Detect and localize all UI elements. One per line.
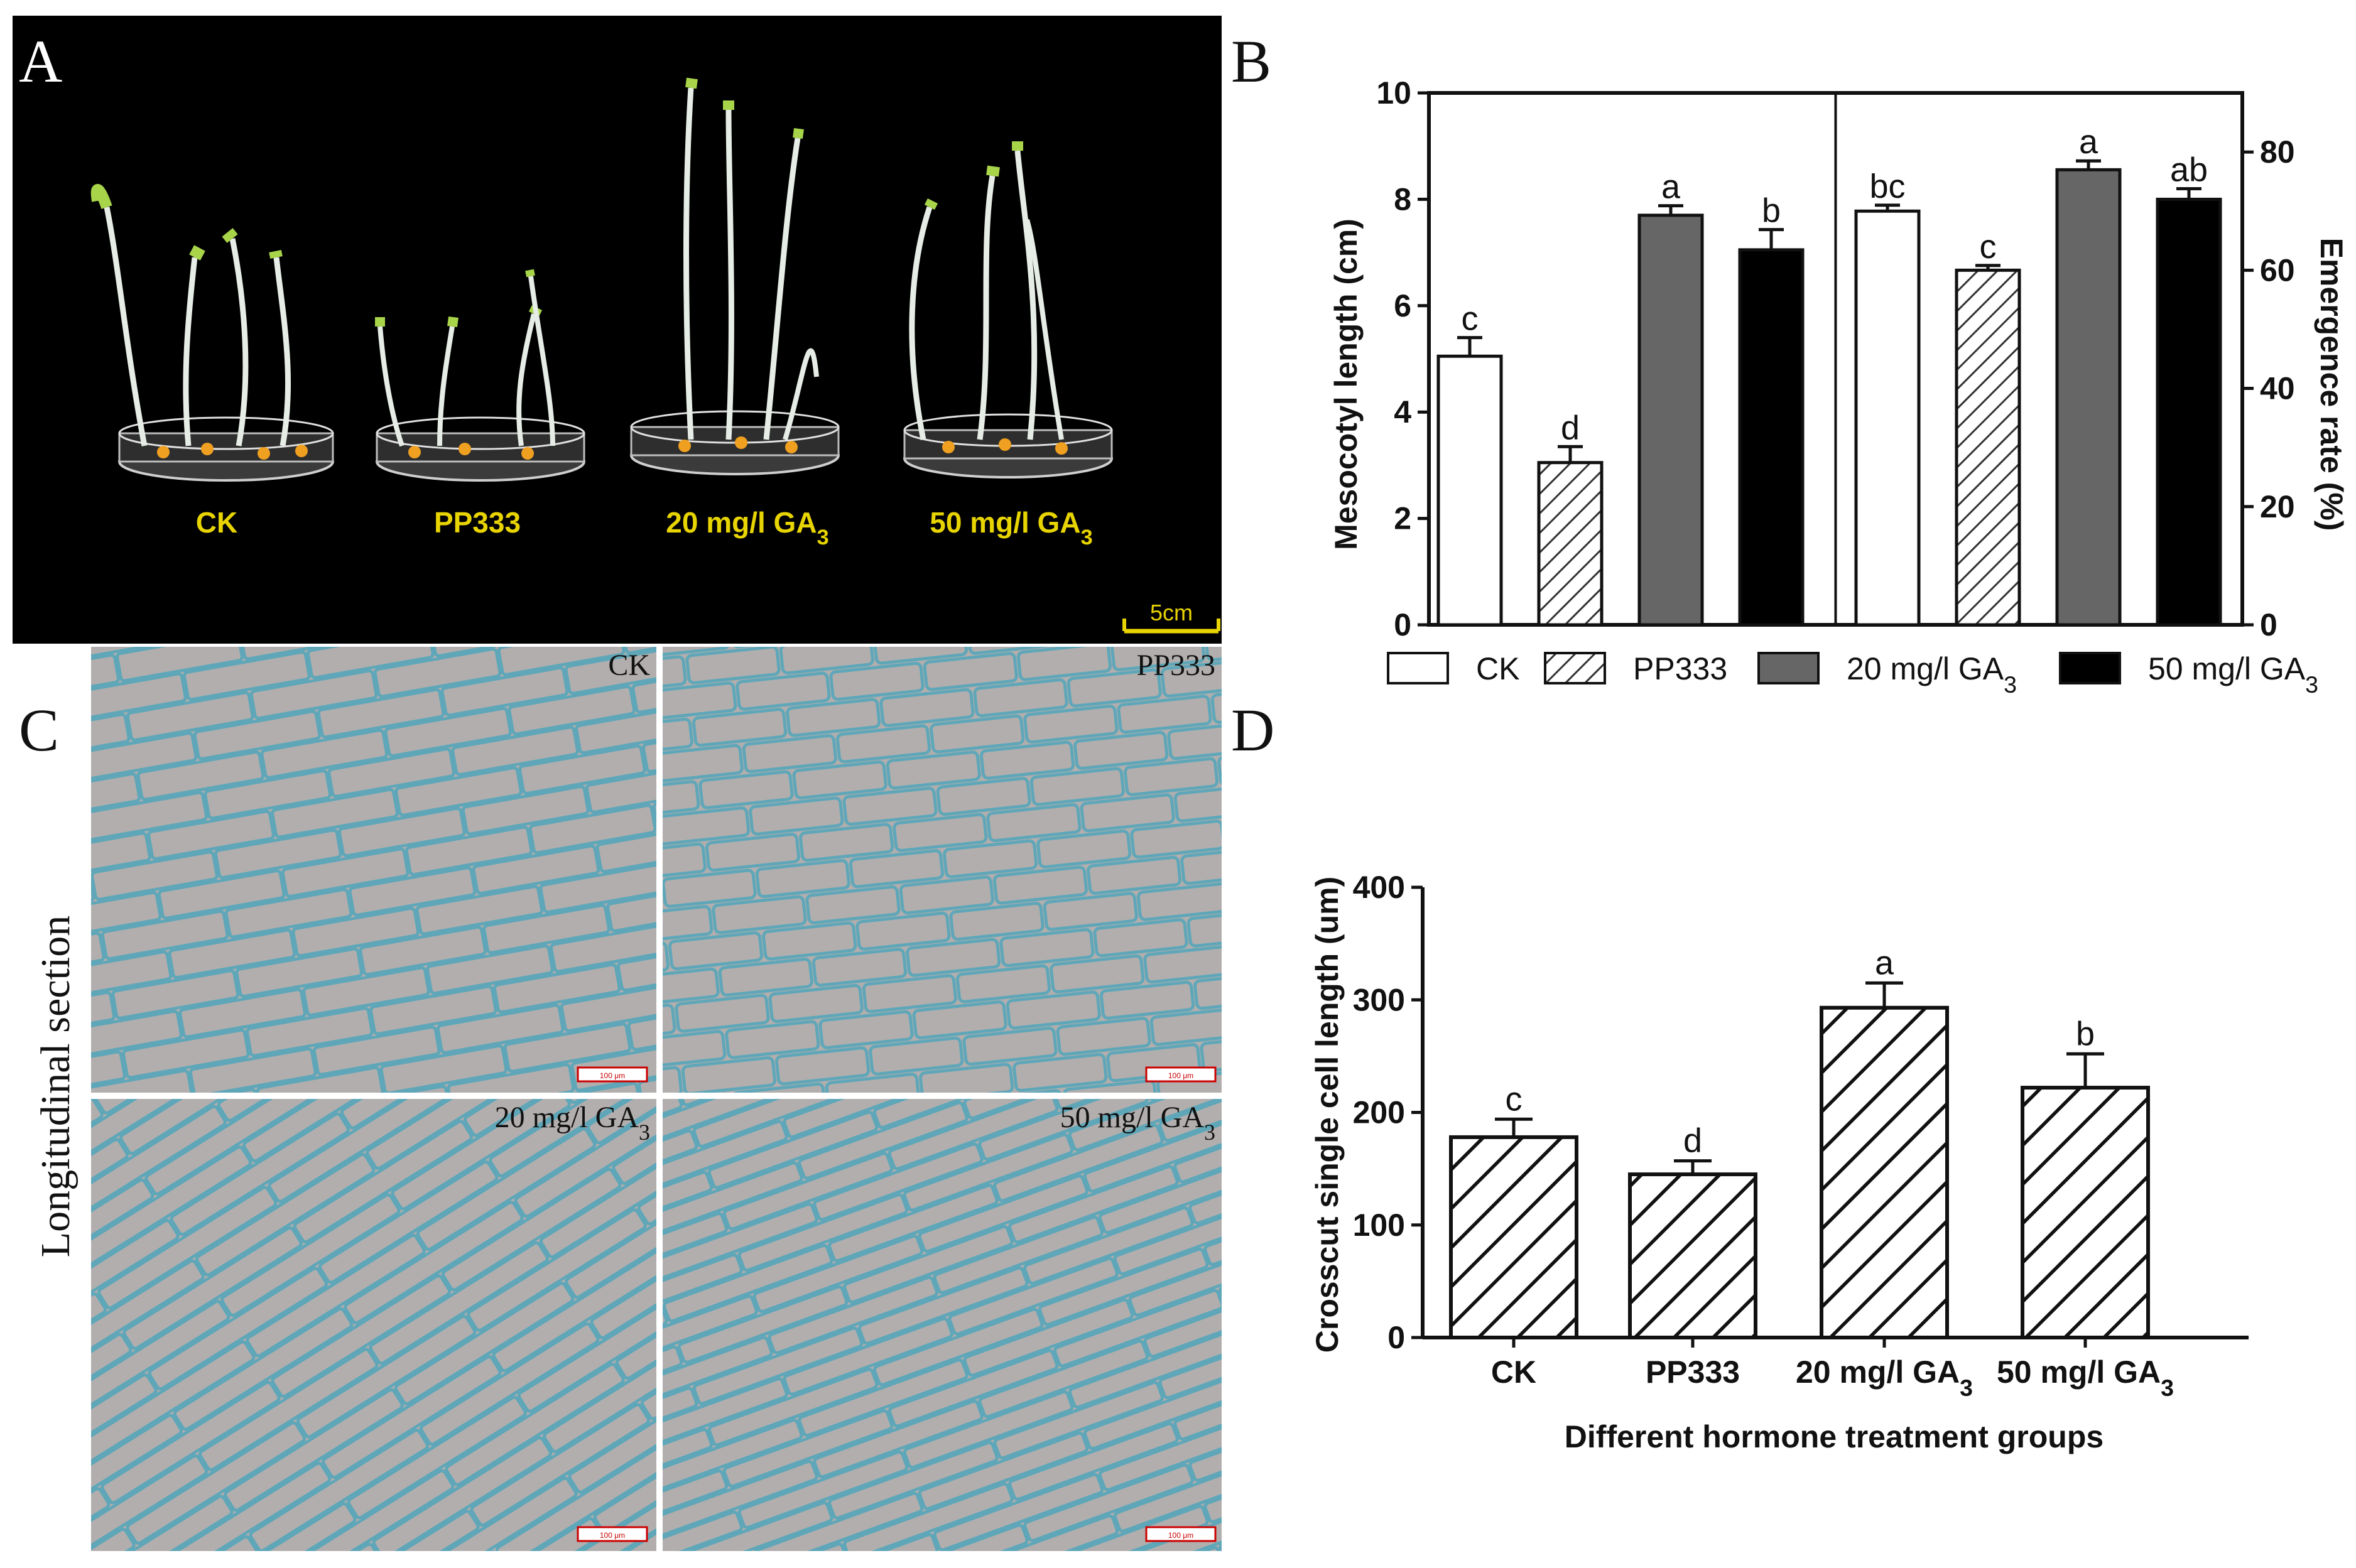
b-right-tick-label: 0 [2260,607,2277,642]
b-legend-label: 50 mg/l GA3 [2148,651,2318,698]
d-y-axis-title: Crosscut single cell length (um) [1310,877,1345,1353]
b-legend-swatch [1387,652,1449,684]
d-category-label: 20 mg/l GA3 [1796,1354,1973,1401]
micrograph-20ga3 [91,1099,656,1551]
micro-label-pp333: PP333 [1137,649,1215,682]
micro-scale-bars: 100 μm 100 μm 100 μm 100 μm [577,1066,1217,1542]
d-category-label: 50 mg/l GA3 [1997,1354,2174,1401]
c-side-label: Longitudinal section [33,916,79,1257]
b-legend-swatch [1757,652,1820,684]
b-left-axis-title: Mesocotyl length (cm) [1328,219,1364,550]
photo-label-pp333: PP333 [434,506,521,539]
b-right-tick-label: 80 [2260,134,2295,170]
d-bar [1449,1135,1578,1340]
b-bar [2156,197,2222,627]
b-significance-label: a [2079,123,2098,161]
scale-bar: 5cm [1122,600,1220,634]
d-bar [1820,1005,1949,1339]
d-bar [2021,1086,2150,1339]
d-y-tick-label: 400 [1353,870,1405,905]
chart-d: 0 100 200 300 400 c CK d PP333 a 20 mg/l GA3 b 50 mg… [1353,870,2249,1401]
panel-a-letter: A [19,28,62,95]
d-y-tick-label: 0 [1387,1320,1405,1355]
d-x-axis-title: Different hormone treatment groups [1565,1419,2104,1454]
seedling-photo [90,77,1113,482]
b-significance-label: d [1561,409,1580,446]
panel-b-letter: B [1231,28,1271,95]
d-category-label: PP333 [1646,1354,1740,1390]
b-left-tick-label: 6 [1394,288,1411,323]
b-right-axis-title: Emergence rate (%) [2314,238,2349,531]
d-significance-label: a [1875,944,1894,981]
b-legend: CK PP333 20 mg/l GA3 50 mg/l GA3 [1387,651,2318,698]
b-legend-label: PP333 [1633,651,1727,686]
b-significance-label: a [1661,168,1681,206]
b-significance-label: b [1762,192,1781,230]
b-left-tick-label: 10 [1376,75,1411,111]
micrograph-ck [91,647,656,1093]
panel-a: A CK PP333 20 mg/l GA3 50 mg/l GA3 5cm [13,16,1222,644]
photo-background [13,16,1222,644]
b-left-tick-label: 2 [1394,501,1411,536]
micro-scale-text: 100 μm [1168,1071,1193,1080]
micro-scale-text: 100 μm [600,1531,625,1540]
photo-label-ck: CK [196,506,237,539]
b-bar [1854,209,1921,627]
b-significance-label: ab [2170,151,2208,188]
b-right-tick-label: 60 [2260,252,2295,288]
d-bar [1628,1172,1757,1340]
b-left-tick-label: 8 [1394,181,1411,217]
b-left-tick-label: 0 [1394,607,1411,642]
d-category-label: CK [1491,1354,1536,1390]
d-y-tick-label: 200 [1353,1095,1405,1130]
d-significance-label: c [1506,1080,1523,1118]
micro-label-ck: CK [608,649,650,682]
b-bar [1955,268,2021,627]
micrograph-50ga3 [663,1099,1222,1551]
micrograph-pp333 [663,647,1222,1093]
b-legend-swatch [1544,652,1606,684]
b-bar [1436,354,1503,627]
b-left-tick-label: 4 [1394,394,1411,430]
panel-d: D 0 100 200 300 400 c CK d PP333 a 20 mg/l GA3 b 50 … [1231,696,2249,1454]
b-bar [1537,461,1604,627]
scale-bar-label: 5cm [1150,600,1193,625]
micro-scale-text: 100 μm [600,1071,625,1080]
b-legend-label: 20 mg/l GA3 [1847,651,2017,698]
d-significance-label: b [2076,1015,2095,1052]
d-y-tick-label: 100 [1353,1208,1405,1243]
b-bar [1738,248,1805,627]
b-right-tick-label: 20 [2260,489,2295,524]
panel-c: C Longitudinal section CK PP333 20 mg/l … [19,647,1222,1551]
b-bar [2055,168,2122,627]
b-legend-swatch [2059,652,2121,684]
micro-scale-text: 100 μm [1168,1531,1193,1540]
panel-d-letter: D [1231,696,1274,764]
panel-c-letter: C [19,696,59,764]
b-significance-label: bc [1869,168,1905,205]
d-significance-label: d [1683,1122,1702,1160]
d-y-tick-label: 300 [1353,982,1405,1017]
b-significance-label: c [1462,300,1479,338]
b-legend-label: CK [1476,651,1519,686]
b-significance-label: c [1980,228,1997,266]
b-right-tick-label: 40 [2260,371,2295,406]
b-bar [1637,214,1704,627]
